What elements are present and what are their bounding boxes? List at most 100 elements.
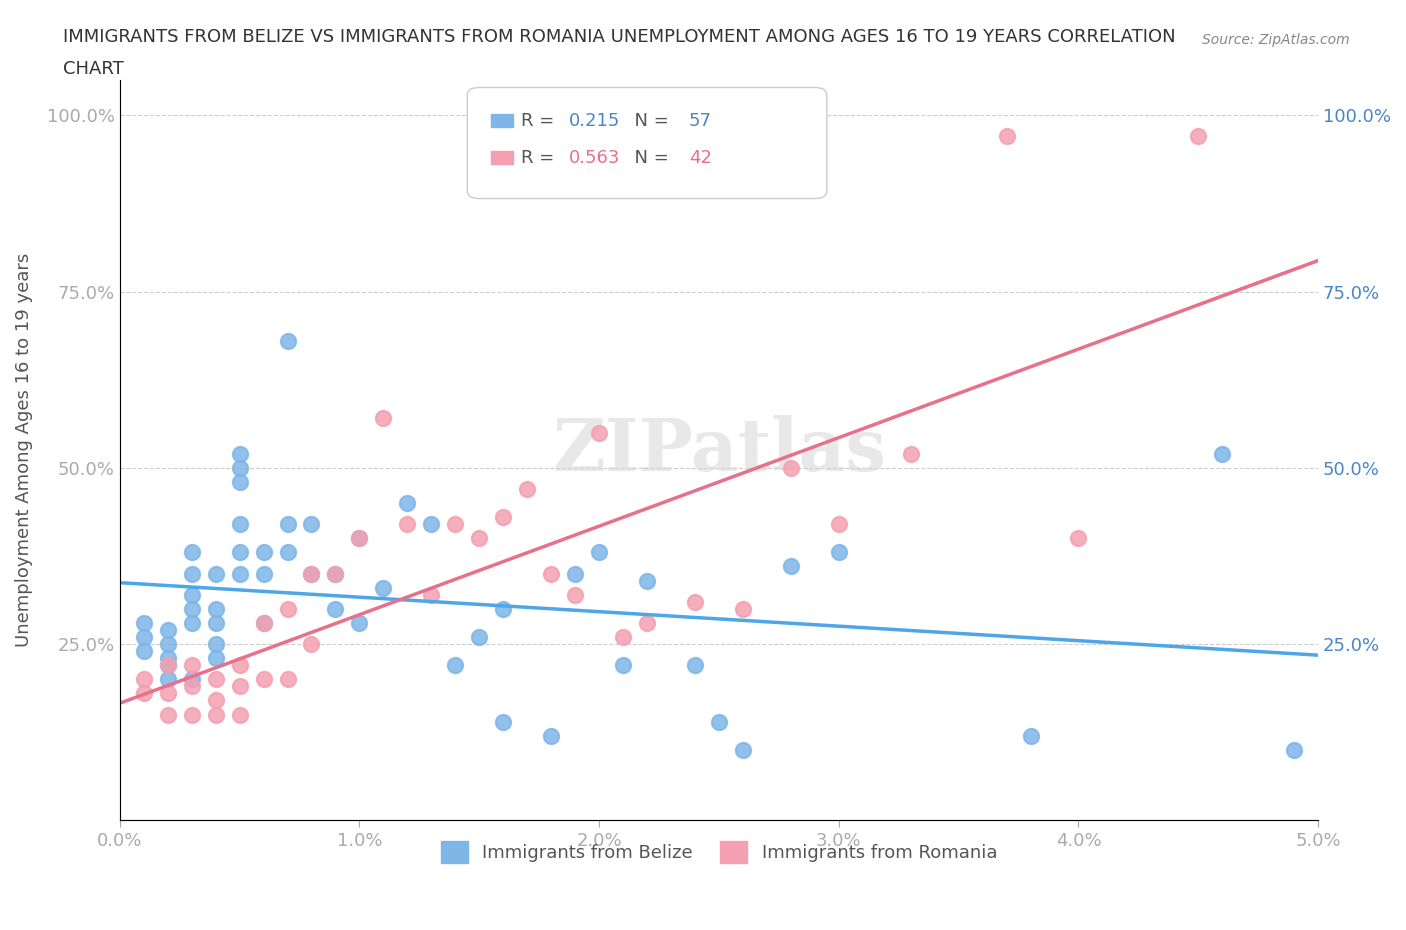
- Point: [156, 658, 179, 672]
- Text: R =: R =: [522, 149, 560, 166]
- Point: [276, 517, 298, 532]
- Point: [420, 587, 443, 602]
- Bar: [491, 114, 513, 127]
- Y-axis label: Unemployment Among Ages 16 to 19 years: Unemployment Among Ages 16 to 19 years: [15, 253, 32, 647]
- Point: [204, 566, 226, 581]
- Point: [420, 517, 443, 532]
- Point: [444, 517, 467, 532]
- Text: N =: N =: [623, 149, 675, 166]
- Point: [612, 658, 634, 672]
- Point: [228, 679, 250, 694]
- Point: [612, 630, 634, 644]
- Point: [373, 411, 395, 426]
- Point: [180, 671, 202, 686]
- Point: [683, 658, 706, 672]
- Point: [252, 566, 274, 581]
- Point: [180, 658, 202, 672]
- Point: [636, 616, 658, 631]
- Point: [301, 636, 323, 651]
- Text: IMMIGRANTS FROM BELIZE VS IMMIGRANTS FROM ROMANIA UNEMPLOYMENT AMONG AGES 16 TO : IMMIGRANTS FROM BELIZE VS IMMIGRANTS FRO…: [63, 28, 1175, 46]
- Text: CHART: CHART: [63, 60, 124, 78]
- Point: [252, 671, 274, 686]
- Point: [180, 707, 202, 722]
- Point: [349, 531, 371, 546]
- Point: [252, 616, 274, 631]
- Point: [396, 517, 419, 532]
- Point: [707, 714, 730, 729]
- Text: ZIPatlas: ZIPatlas: [553, 415, 886, 485]
- Point: [156, 707, 179, 722]
- Point: [276, 545, 298, 560]
- Point: [204, 616, 226, 631]
- Point: [204, 693, 226, 708]
- Point: [132, 630, 155, 644]
- Legend: Immigrants from Belize, Immigrants from Romania: Immigrants from Belize, Immigrants from …: [433, 834, 1004, 870]
- Point: [492, 510, 515, 525]
- Point: [204, 636, 226, 651]
- Point: [228, 566, 250, 581]
- Point: [564, 566, 586, 581]
- Text: 42: 42: [689, 149, 711, 166]
- Point: [1067, 531, 1090, 546]
- Point: [349, 531, 371, 546]
- Bar: [491, 152, 513, 165]
- Point: [373, 580, 395, 595]
- Point: [636, 573, 658, 588]
- Point: [228, 707, 250, 722]
- Point: [588, 425, 610, 440]
- Point: [1282, 742, 1305, 757]
- Point: [252, 616, 274, 631]
- Point: [276, 602, 298, 617]
- Point: [828, 517, 851, 532]
- Text: 0.215: 0.215: [569, 112, 620, 130]
- Point: [276, 334, 298, 349]
- Point: [180, 587, 202, 602]
- Point: [156, 658, 179, 672]
- Point: [540, 728, 562, 743]
- Point: [204, 671, 226, 686]
- Point: [325, 602, 347, 617]
- Point: [492, 714, 515, 729]
- Point: [468, 531, 491, 546]
- Point: [252, 545, 274, 560]
- Point: [180, 602, 202, 617]
- Point: [516, 482, 538, 497]
- Text: N =: N =: [623, 112, 675, 130]
- Point: [228, 460, 250, 475]
- FancyBboxPatch shape: [467, 87, 827, 198]
- Point: [228, 658, 250, 672]
- Point: [779, 460, 801, 475]
- Point: [492, 602, 515, 617]
- Point: [180, 616, 202, 631]
- Point: [228, 545, 250, 560]
- Point: [1211, 446, 1233, 461]
- Point: [228, 517, 250, 532]
- Point: [325, 566, 347, 581]
- Point: [132, 616, 155, 631]
- Point: [995, 129, 1018, 144]
- Text: 57: 57: [689, 112, 711, 130]
- Point: [180, 545, 202, 560]
- Point: [325, 566, 347, 581]
- Point: [132, 644, 155, 658]
- Point: [132, 686, 155, 701]
- Point: [156, 651, 179, 666]
- Point: [468, 630, 491, 644]
- Point: [204, 651, 226, 666]
- Point: [900, 446, 922, 461]
- Point: [1187, 129, 1209, 144]
- Point: [564, 587, 586, 602]
- Text: R =: R =: [522, 112, 560, 130]
- Text: 0.563: 0.563: [569, 149, 620, 166]
- Point: [180, 566, 202, 581]
- Point: [540, 566, 562, 581]
- Point: [731, 602, 754, 617]
- Point: [828, 545, 851, 560]
- Point: [779, 559, 801, 574]
- Point: [301, 566, 323, 581]
- Point: [588, 545, 610, 560]
- Point: [349, 616, 371, 631]
- Point: [156, 671, 179, 686]
- Point: [156, 622, 179, 637]
- Point: [156, 686, 179, 701]
